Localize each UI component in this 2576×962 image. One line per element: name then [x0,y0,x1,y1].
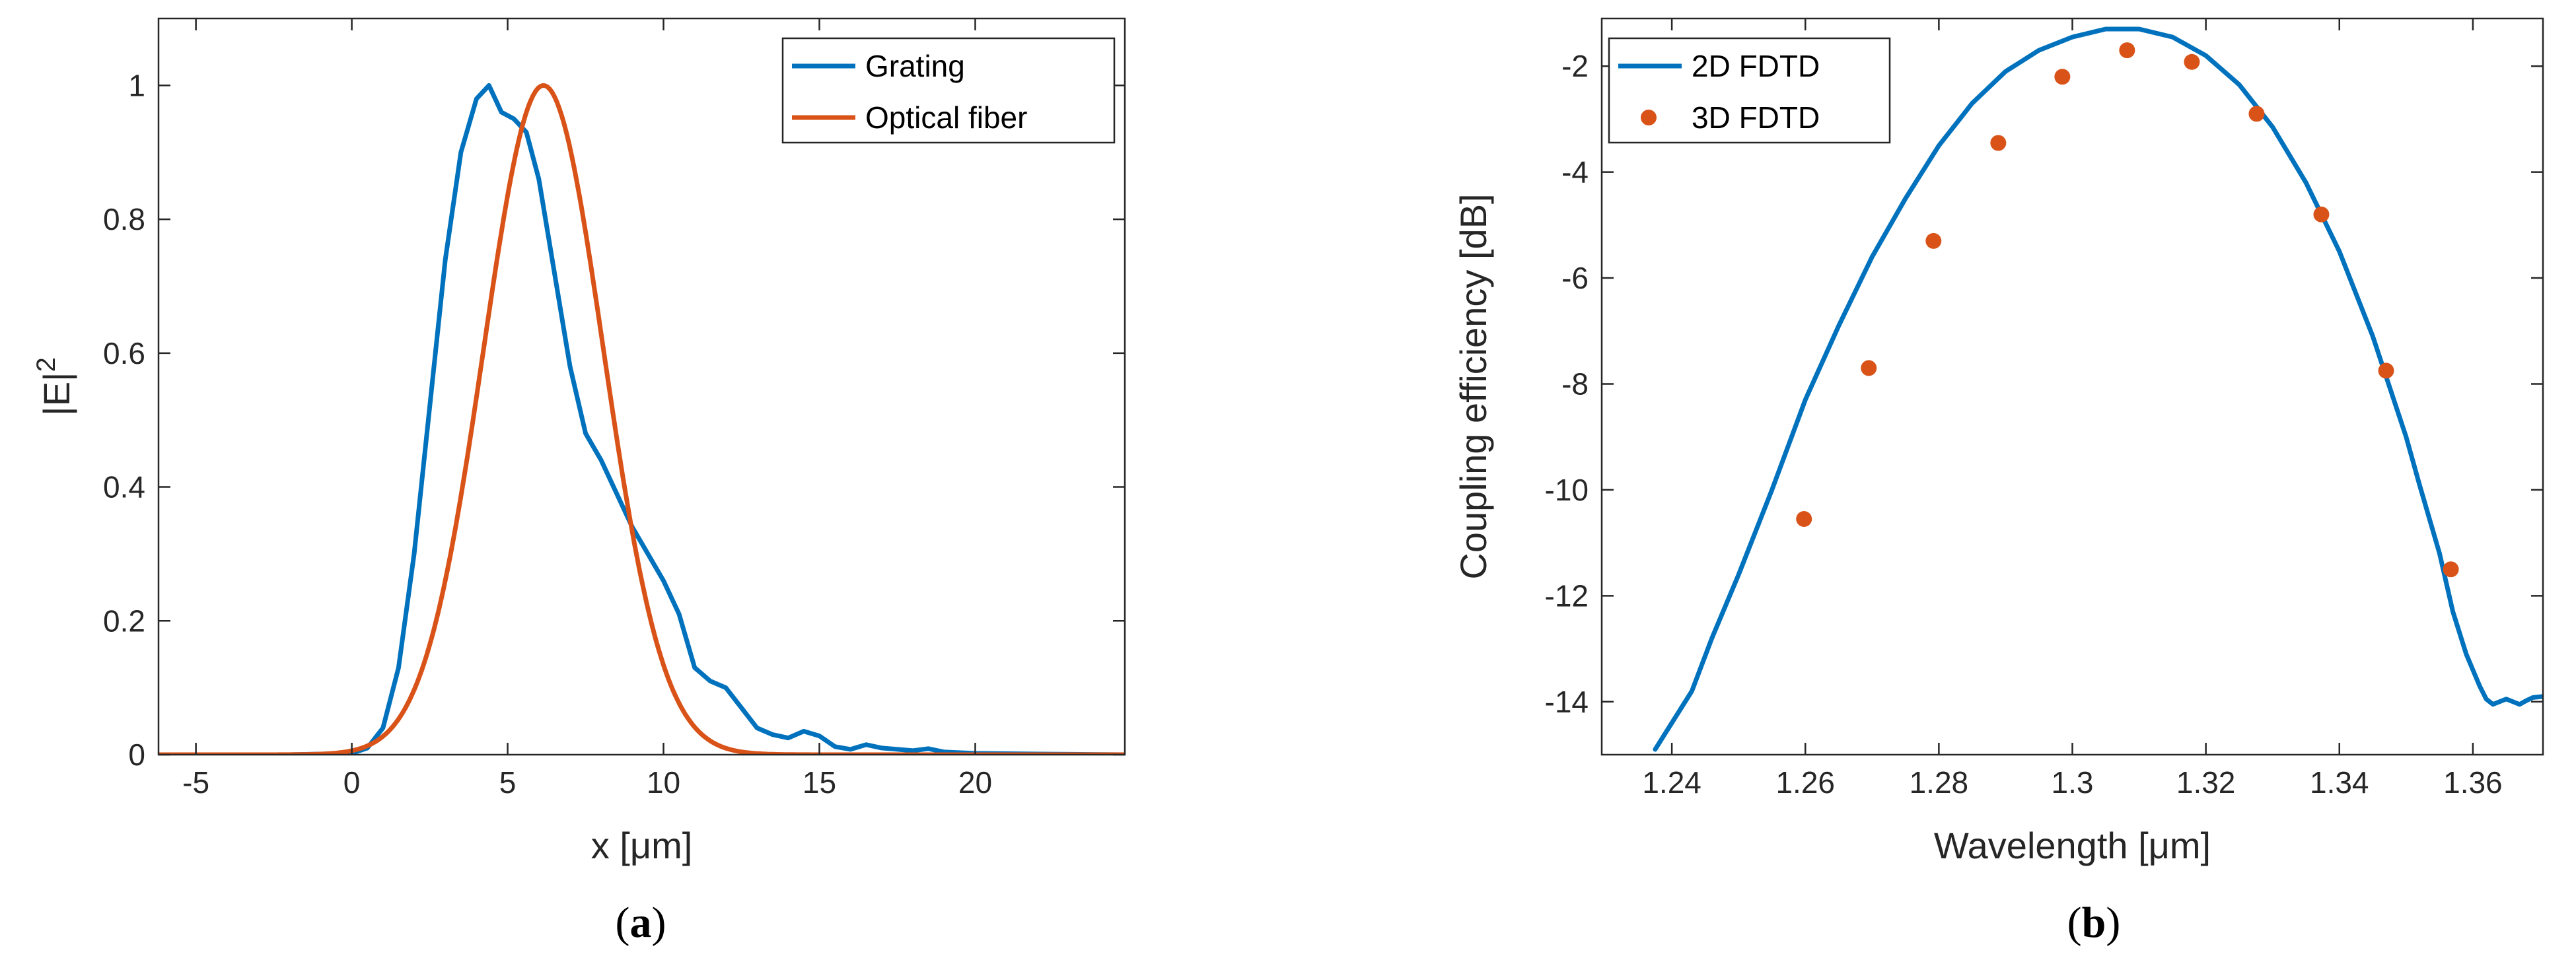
data-point [2054,69,2071,85]
chart-a: -5 0 5 10 15 20 0 0.2 0.4 0.6 0.8 1 x [μm] |E|2 Gratin… [32,17,1126,866]
data-point [2248,106,2265,122]
legend-box [781,37,1116,144]
x-tick-label: 1.26 [1775,765,1835,800]
y-axis-label-superscript: 2 [32,357,61,372]
panel-a: -5 0 5 10 15 20 0 0.2 0.4 0.6 0.8 1 x [μm] |E|2 Gratin… [32,17,1126,947]
x-tick-label: 0 [343,765,361,800]
x-axis-label: Wavelength [μm] [1934,825,2211,866]
x-tick-label: 10 [647,765,680,800]
y-tick-label: 0.4 [103,470,145,504]
data-point [2313,206,2330,223]
legend-box [1608,37,1891,144]
data-point [1925,232,1942,249]
x-tick-label: 1.3 [2052,765,2094,800]
caption-a: (a) [615,899,666,947]
y-tick-label: 0 [128,738,145,772]
caption-b-letter: b [2081,899,2106,947]
panel-b: 1.24 1.26 1.28 1.3 1.32 1.34 1.36 -14 -12 -10 -8 -6… [1288,0,2576,962]
x-tick-label: 1.28 [1910,765,1969,800]
x-tick-label: 1.32 [2176,765,2236,800]
x-axis-label: x [μm] [591,825,693,866]
data-point [1990,135,2007,151]
x-tick-label: 5 [499,765,517,800]
caption-a-letter: a [629,899,652,947]
legend-label: Optical fiber [865,100,1027,135]
y-tick-label: 0.8 [103,202,145,236]
series-group [1653,26,2543,752]
y-tick-label: 0.6 [103,336,145,370]
y-tick-label: -12 [1545,578,1589,613]
data-point [1796,511,1812,528]
data-point [2184,53,2200,70]
data-point [2119,42,2135,59]
y-axis-label: |E|2 [32,357,77,416]
x-tick-label: 1.36 [2443,765,2503,800]
y-tick-label: -4 [1561,155,1589,189]
x-tick-label: 15 [803,765,836,800]
x-tick-label: 20 [958,765,992,800]
series-line [159,83,1125,755]
axes-box [157,17,1126,756]
data-point [2378,362,2394,379]
y-axis-label: Coupling efficiency [dB] [1452,193,1494,579]
y-tick-label: -6 [1561,261,1589,295]
series-line [1653,26,2543,752]
y-tick-label: 1 [128,68,145,102]
y-tick-label: -14 [1545,685,1589,719]
legend-marker [1641,110,1657,125]
caption-b: (b) [2067,899,2121,947]
x-tick-label: 1.24 [1642,765,1701,800]
x-tick-label: 1.34 [2310,765,2369,800]
y-tick-label: -8 [1561,366,1589,401]
y-tick-label: 0.2 [103,603,145,638]
legend-label: Grating [865,49,965,83]
data-point [1861,360,1877,376]
chart-b: 1.24 1.26 1.28 1.3 1.32 1.34 1.36 -14 -12 -10 -8 -6… [1452,17,2544,866]
y-tick-label: -10 [1545,473,1589,507]
legend-label: 2D FDTD [1692,49,1820,83]
data-point [2443,561,2459,578]
x-tick-label: -5 [182,765,209,800]
y-tick-label: -2 [1561,49,1589,83]
legend-label: 3D FDTD [1692,100,1820,135]
